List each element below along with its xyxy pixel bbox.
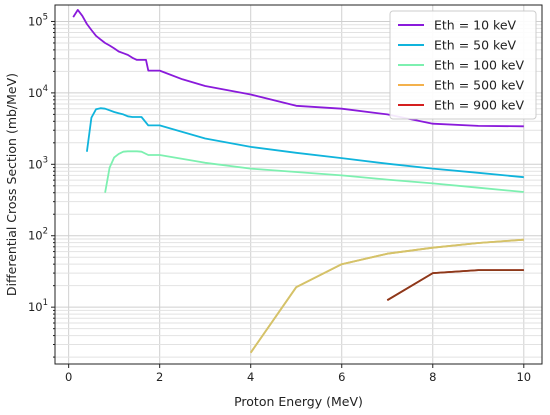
legend-label: Eth = 10 keV [434, 18, 517, 33]
y-axis-label: Differential Cross Section (mb/MeV) [4, 73, 19, 296]
series-line-3 [104, 150, 524, 193]
y-tick-label: 104 [28, 84, 48, 100]
x-tick-label: 4 [247, 370, 254, 384]
y-tick-label: 102 [28, 227, 48, 243]
x-tick-label: 10 [516, 370, 531, 384]
legend-label: Eth = 900 keV [434, 98, 524, 113]
legend: Eth = 10 keV Eth = 50 keV Eth = 100 keV Eth… [389, 10, 537, 120]
y-tick-label: 105 [28, 12, 48, 28]
x-tick-label: 6 [338, 370, 345, 384]
x-axis: 0 2 4 6 8 10 [65, 364, 531, 384]
legend-label: Eth = 50 keV [434, 38, 517, 53]
legend-label: Eth = 500 keV [434, 78, 524, 93]
x-axis-label: Proton Energy (MeV) [234, 394, 363, 409]
plot-frame [54, 4, 543, 365]
x-tick-label: 0 [65, 370, 72, 384]
legend-label: Eth = 100 keV [434, 58, 524, 73]
overlap-line-2 [386, 269, 524, 301]
series-line-2 [86, 107, 524, 179]
x-tick-label: 2 [156, 370, 163, 384]
series-layer [72, 8, 524, 354]
x-tick-label: 8 [429, 370, 436, 384]
y-tick-label: 101 [28, 298, 48, 314]
overlap-line-1 [249, 238, 524, 354]
y-tick-label: 103 [28, 155, 48, 171]
legend-box [389, 10, 537, 120]
series-line-1 [72, 8, 524, 128]
y-axis: 101 102 103 104 105 [28, 12, 55, 358]
